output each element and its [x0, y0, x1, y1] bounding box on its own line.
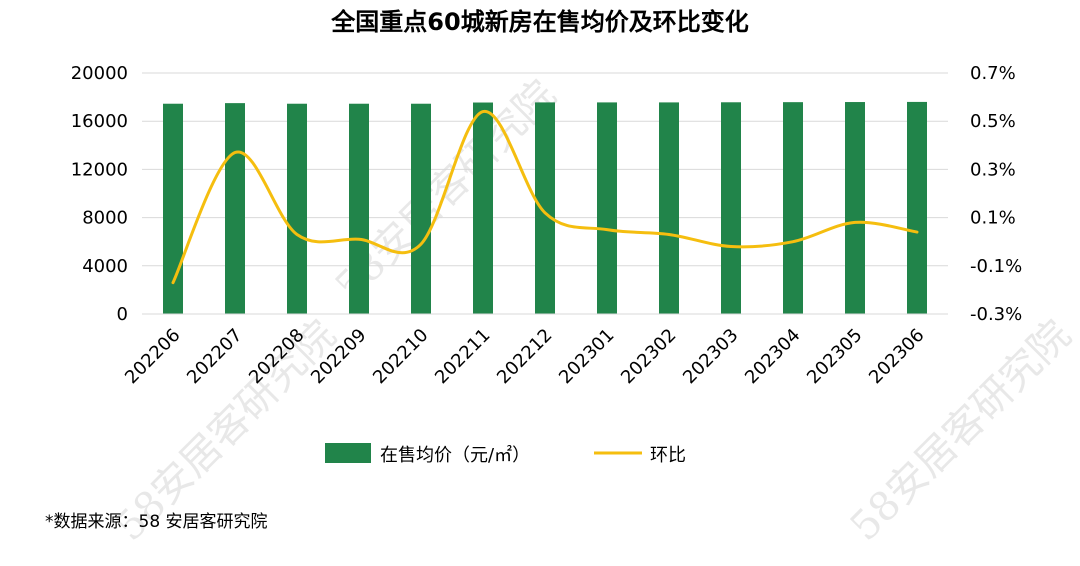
x-tick-label: 202207 [183, 325, 246, 388]
x-tick-label: 202211 [431, 325, 494, 388]
bar [411, 104, 431, 314]
x-tick-label: 202212 [493, 325, 556, 388]
left-tick-label: 4000 [82, 256, 128, 277]
right-tick-label: 0.1% [970, 208, 1016, 229]
x-tick-label: 202306 [865, 325, 928, 388]
bar [225, 103, 245, 314]
bar [907, 102, 927, 314]
right-tick-label: -0.3% [970, 304, 1022, 325]
left-tick-label: 0 [117, 304, 128, 325]
x-tick-label: 202303 [679, 325, 742, 388]
legend-bar-swatch [325, 443, 371, 463]
right-tick-label: 0.3% [970, 159, 1016, 180]
bar [473, 103, 493, 314]
left-tick-label: 8000 [82, 208, 128, 229]
x-tick-label: 202304 [741, 325, 804, 388]
x-tick-label: 202305 [803, 325, 866, 388]
watermark-text: 58安居客研究院 [842, 312, 1080, 550]
bar [659, 102, 679, 314]
left-tick-label: 12000 [71, 159, 128, 180]
x-tick-label: 202210 [369, 325, 432, 388]
bar [783, 102, 803, 314]
legend-line-label: 环比 [650, 445, 686, 466]
bar [287, 104, 307, 314]
bar [597, 102, 617, 314]
x-tick-label: 202206 [121, 325, 184, 388]
chart-title: 全国重点60城新房在售均价及环比变化 [330, 8, 748, 36]
source-note: *数据来源：58 安居客研究院 [45, 512, 268, 532]
bar [845, 102, 865, 314]
left-axis: 0 4000 8000 12000 16000 20000 [71, 63, 128, 325]
legend-bar-label: 在售均价（元/㎡） [380, 444, 530, 466]
right-tick-label: 0.5% [970, 111, 1016, 132]
x-axis: 2022062022072022082022092022102022112022… [121, 314, 948, 388]
right-tick-label: 0.7% [970, 63, 1016, 84]
right-axis: -0.3% -0.1% 0.1% 0.3% 0.5% 0.7% [970, 63, 1022, 325]
bar [721, 102, 741, 314]
x-tick-label: 202302 [617, 325, 680, 388]
bar [349, 104, 369, 314]
legend: 在售均价（元/㎡） 环比 [325, 443, 686, 466]
left-tick-label: 20000 [71, 63, 128, 84]
bar [535, 102, 555, 314]
x-tick-label: 202301 [555, 325, 618, 388]
left-tick-label: 16000 [71, 111, 128, 132]
right-tick-label: -0.1% [970, 256, 1022, 277]
